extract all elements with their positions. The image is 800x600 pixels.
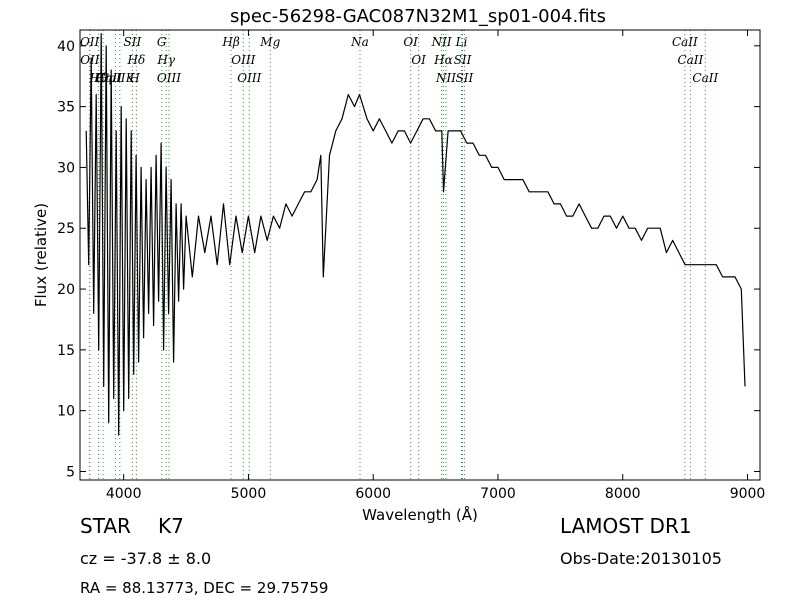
line-marker-label: Hη xyxy=(93,71,112,85)
survey-name: LAMOST DR1 xyxy=(560,514,692,538)
line-markers xyxy=(89,30,706,480)
line-marker-label: Hθ xyxy=(89,71,108,85)
chart-title: spec-56298-GAC087N32M1_sp01-004.fits xyxy=(230,6,606,27)
line-marker-label: CaII H xyxy=(100,71,141,85)
line-marker-label: CaII K xyxy=(96,71,136,85)
line-marker-label: OIII xyxy=(231,53,255,67)
line-marker-label: SII xyxy=(454,53,472,67)
redshift-value: cz = -37.8 ± 8.0 xyxy=(80,549,212,568)
line-marker-label: Li xyxy=(455,35,468,49)
line-marker-label: Hγ xyxy=(156,53,175,67)
y-tick-label: 5 xyxy=(66,464,75,480)
line-marker-label: Hβ xyxy=(221,35,239,49)
x-tick-label: 5000 xyxy=(231,486,267,502)
line-marker-label: Hα xyxy=(433,53,453,67)
obs-date: Obs-Date:20130105 xyxy=(560,549,722,568)
y-tick-label: 30 xyxy=(57,160,75,176)
line-marker-label: G xyxy=(157,35,167,49)
line-marker-label: Mg xyxy=(259,35,280,49)
line-marker-label: SII xyxy=(456,71,474,85)
y-tick-label: 10 xyxy=(57,404,75,420)
line-marker-label: OIII xyxy=(237,71,261,85)
plot-area-frame xyxy=(79,29,761,481)
spectrum-series-line xyxy=(85,33,746,436)
line-marker-label: Na xyxy=(350,35,369,49)
y-tick-label: 20 xyxy=(57,282,75,298)
y-axis-label: Flux (relative) xyxy=(32,203,50,307)
x-tick-label: 9000 xyxy=(730,486,766,502)
y-tick-label: 35 xyxy=(57,100,75,116)
line-marker-label: OI xyxy=(411,53,426,67)
line-marker-label: Hδ xyxy=(127,53,146,67)
line-marker-label: OII xyxy=(80,53,100,67)
x-axis-label: Wavelength (Å) xyxy=(362,505,478,524)
x-tick-label: 8000 xyxy=(605,486,641,502)
x-tick-label: 4000 xyxy=(106,486,142,502)
coordinates: RA = 88.13773, DEC = 29.75759 xyxy=(80,579,329,597)
y-tick-label: 40 xyxy=(57,39,75,55)
object-class: STAR xyxy=(80,514,131,538)
y-tick-label: 15 xyxy=(57,343,75,359)
x-tick-label: 6000 xyxy=(355,486,391,502)
object-subclass: K7 xyxy=(158,514,184,538)
line-marker-label: OII xyxy=(80,35,100,49)
x-tick-label: 7000 xyxy=(480,486,516,502)
line-marker-label: OIII xyxy=(157,71,181,85)
line-marker-label: CaII xyxy=(672,35,698,49)
line-marker-label: NII xyxy=(431,35,452,49)
line-marker-label: SII xyxy=(124,35,142,49)
y-tick-label: 25 xyxy=(57,221,75,237)
axis-ticks: 4000 5000 6000 7000 8000 9000 5 10 15 20 25 30 35 40 xyxy=(57,30,765,502)
line-marker-label: NII xyxy=(435,71,456,85)
line-marker-label: CaII xyxy=(692,71,718,85)
line-marker-label: OI xyxy=(403,35,418,49)
line-marker-label: CaII xyxy=(677,53,703,67)
